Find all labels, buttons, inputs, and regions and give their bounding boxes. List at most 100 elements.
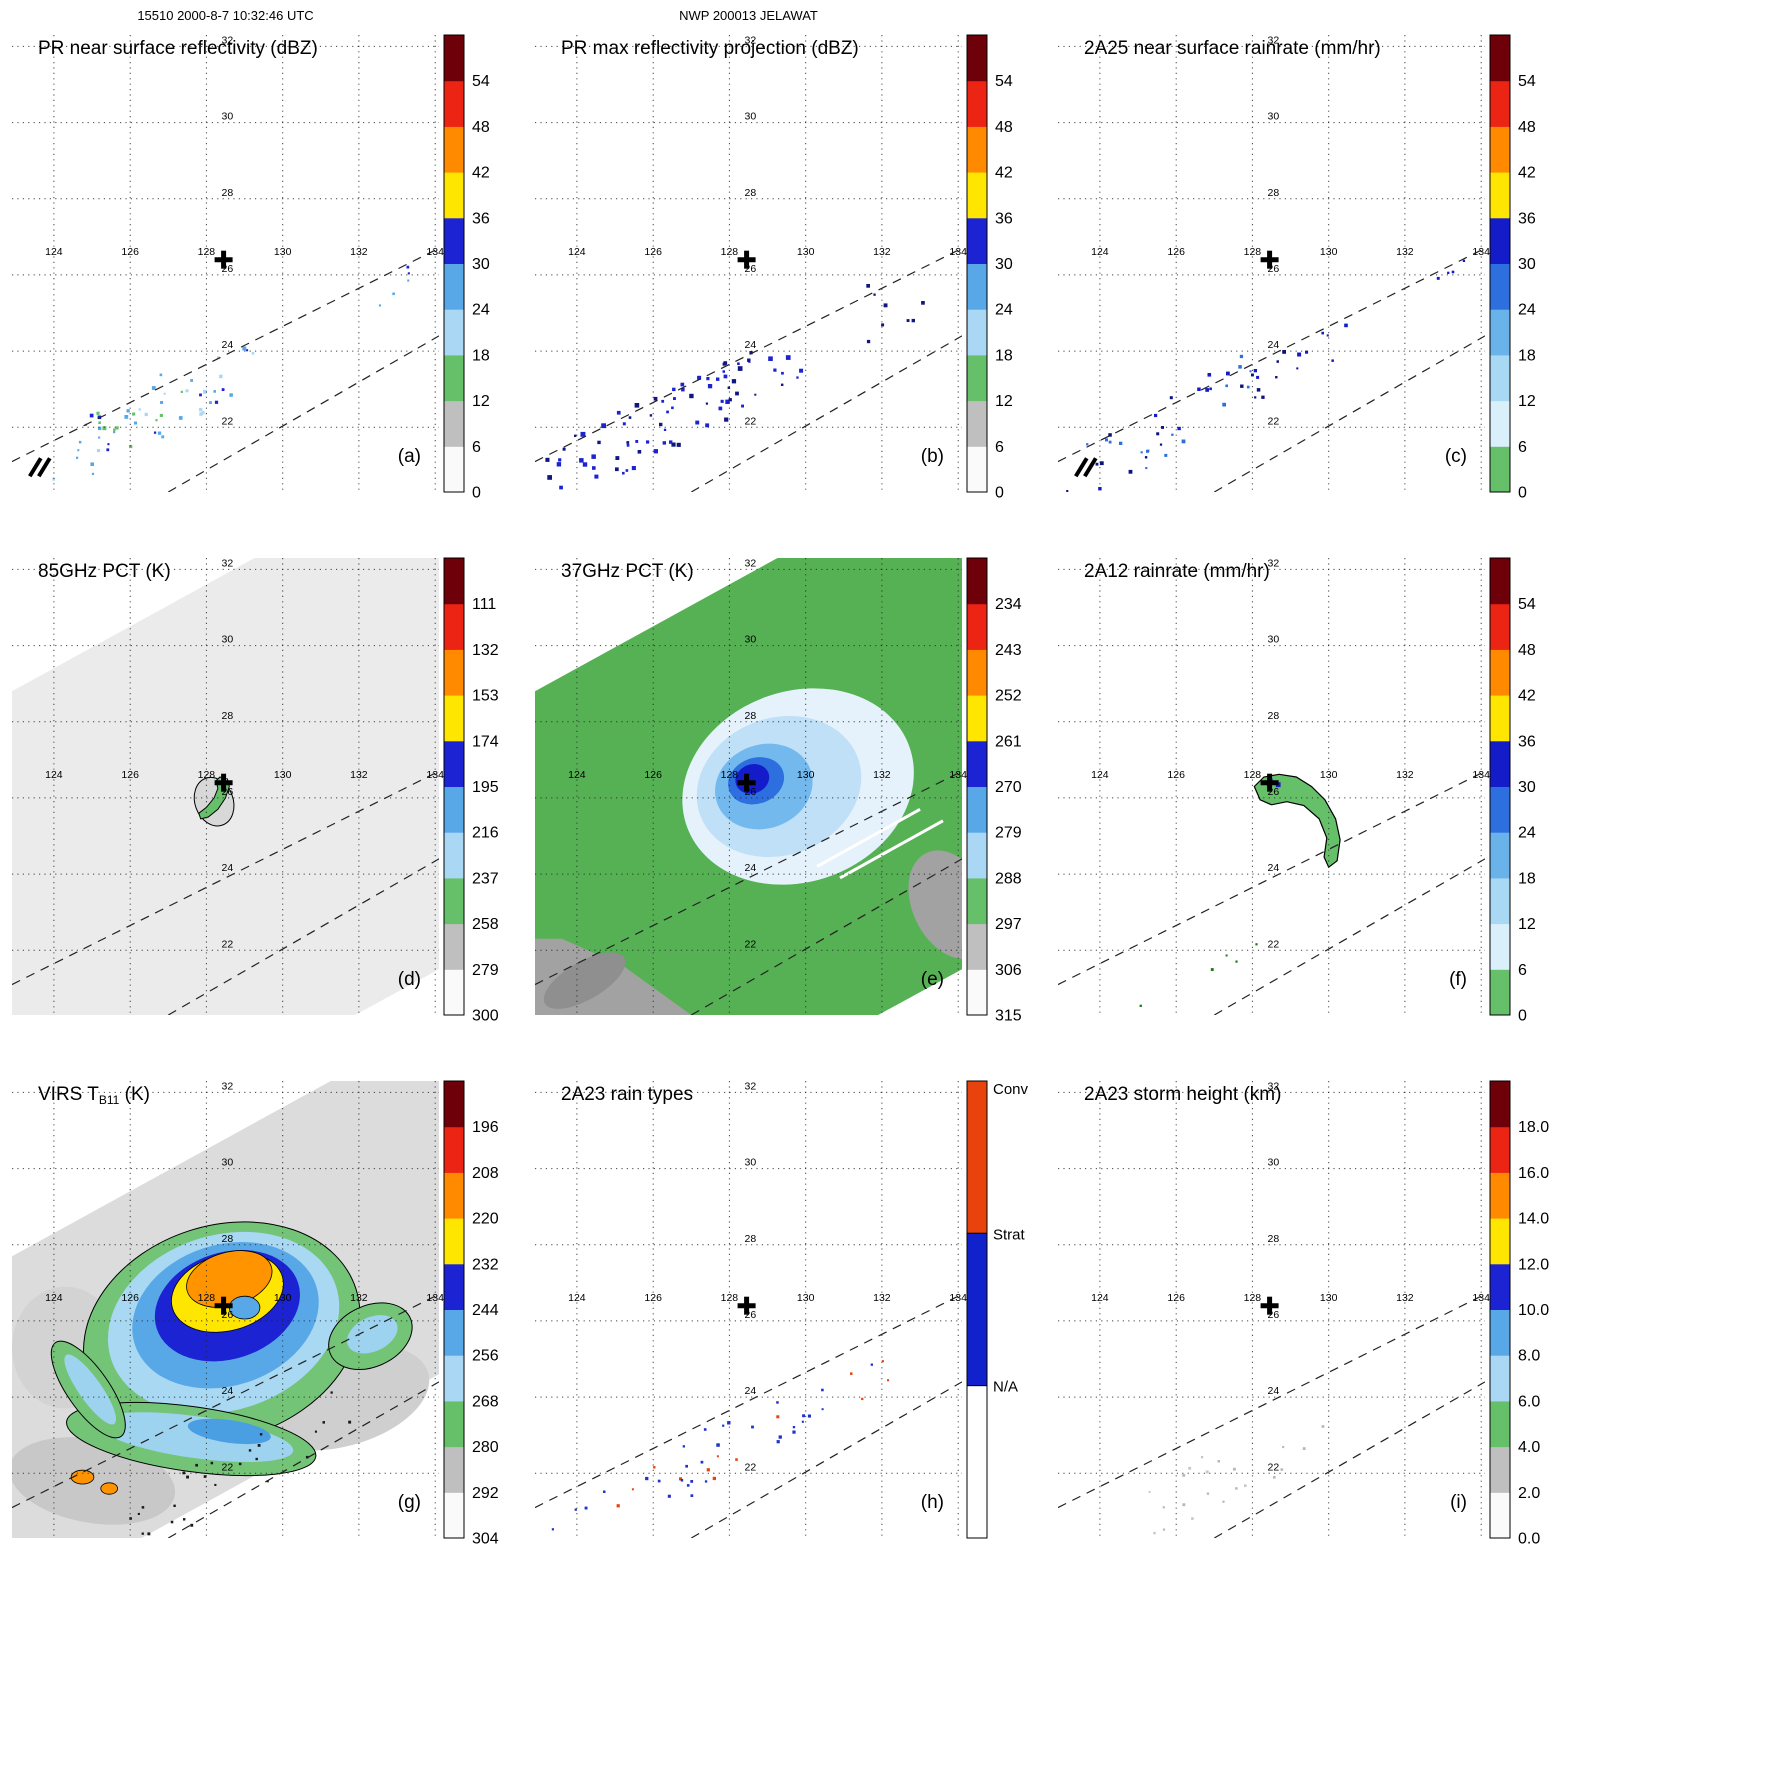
colorbar-segment <box>1490 923 1510 970</box>
colorbar-segment <box>444 923 464 970</box>
colorbar-segment <box>444 217 464 264</box>
lon-label: 128 <box>198 246 216 258</box>
lat-label: 32 <box>222 557 234 569</box>
lat-label: 22 <box>1268 1461 1280 1473</box>
storm-center-cross <box>214 250 233 269</box>
colorbar-segment <box>1490 263 1510 310</box>
scatter-cluster <box>850 1360 890 1401</box>
lon-label: 132 <box>1396 769 1414 781</box>
lat-label: 28 <box>745 187 757 199</box>
colorbar-tick: 270 <box>995 779 1022 796</box>
lon-label: 130 <box>797 1292 815 1304</box>
lat-label: 22 <box>1268 415 1280 427</box>
lat-label: 24 <box>1268 339 1280 351</box>
lon-label: 134 <box>426 1292 444 1304</box>
panel-title-b: PR max reflectivity projection (dBZ) <box>561 38 859 59</box>
colorbar-tick: 36 <box>1518 733 1536 750</box>
colorbar-tick: 10.0 <box>1518 1302 1549 1319</box>
colorbar-tick: 174 <box>472 733 499 750</box>
colorbar-tick: 14.0 <box>1518 1211 1549 1228</box>
panel-title-a: PR near surface reflectivity (dBZ) <box>38 38 318 59</box>
grid-labels: 22 24 26 28 30 32 124 126 128 130 132 134 <box>568 1080 967 1473</box>
latlon-grid <box>535 35 962 492</box>
colorbar-label: Conv <box>993 1081 1029 1098</box>
colorbar-tick: 24 <box>995 302 1013 319</box>
colorbar-tick: 24 <box>1518 825 1536 842</box>
colorbar-tick: 18 <box>995 347 1013 364</box>
lon-label: 130 <box>797 769 815 781</box>
lon-label: 126 <box>121 769 139 781</box>
lon-label: 128 <box>1244 1292 1262 1304</box>
colorbar-tick: 288 <box>995 870 1022 887</box>
colorbar-c: 54 48 42 36 30 24 18 12 6 0 <box>1489 34 1536 502</box>
colorbar-segment <box>1490 1309 1510 1356</box>
panel-i: 22 24 26 28 30 32 124 126 128 130 132 134 2A23 storm… <box>1058 1080 1549 1548</box>
colorbar-tick: 36 <box>472 210 490 227</box>
colorbar-b: 54 48 42 36 30 24 18 12 6 0 <box>966 34 1013 502</box>
colorbar-segment <box>1490 172 1510 219</box>
colorbar-tick: 315 <box>995 1008 1022 1025</box>
colorbar-segment <box>444 172 464 219</box>
colorbar-segment <box>444 1309 464 1356</box>
colorbar-tick: 36 <box>995 210 1013 227</box>
lat-label: 26 <box>1268 263 1280 275</box>
lat-label: 22 <box>745 415 757 427</box>
missing-data-stripe <box>816 808 921 868</box>
lon-label: 126 <box>644 246 662 258</box>
lat-label: 28 <box>222 187 234 199</box>
colorbar-tick: 30 <box>1518 779 1536 796</box>
panel-letter-d: (d) <box>398 969 421 990</box>
panel-title-e: 37GHz PCT (K) <box>561 561 694 582</box>
scatter-cluster <box>705 351 804 428</box>
lat-label: 24 <box>745 1385 757 1397</box>
lat-label: 30 <box>745 111 757 123</box>
colorbar-segment <box>444 80 464 127</box>
lon-label: 126 <box>644 1292 662 1304</box>
colorbar-tick: 8.0 <box>1518 1348 1540 1365</box>
colorbar-tick: 153 <box>472 688 499 705</box>
colorbar-tick: 12 <box>472 393 490 410</box>
colorbar-segment <box>444 786 464 833</box>
lon-label: 132 <box>350 769 368 781</box>
lat-label: 26 <box>745 786 757 798</box>
colorbar-d: 111 132 153 174 195 216 237 258 279 300 <box>443 557 499 1025</box>
colorbar-tick: 30 <box>995 256 1013 273</box>
colorbar-segment <box>967 217 987 264</box>
lon-label: 128 <box>198 769 216 781</box>
colorbar-tick: 6 <box>1518 439 1527 456</box>
data-blob <box>96 1412 294 1462</box>
grid-labels: 22 24 26 28 30 32 124 126 128 130 132 134 <box>1091 34 1490 427</box>
colorbar-tick: 48 <box>472 119 490 136</box>
pr-swath-edges <box>535 1293 962 1538</box>
lat-label: 24 <box>222 862 234 874</box>
colorbar-tick: 12 <box>995 393 1013 410</box>
colorbar-tick: 258 <box>472 916 499 933</box>
colorbar-tick: 18 <box>472 347 490 364</box>
colorbar-segment <box>967 695 987 742</box>
colorbar-tick: 268 <box>472 1393 499 1410</box>
panel-title-c: 2A25 near surface rainrate (mm/hr) <box>1084 38 1381 59</box>
colorbar-frame <box>1489 557 1511 1016</box>
scan-timestamp: 15510 2000-8-7 10:32:46 UTC <box>137 8 314 23</box>
scatter-cluster <box>378 265 410 307</box>
colorbar-tick: 0 <box>995 485 1004 502</box>
colorbar-segment <box>967 877 987 925</box>
lat-label: 26 <box>745 1309 757 1321</box>
colorbar-segment <box>967 172 987 219</box>
scatter-cluster <box>551 1424 725 1531</box>
colorbar-tick: 244 <box>472 1302 499 1319</box>
colorbar-frame <box>443 34 465 493</box>
colorbar-segment <box>1490 969 1510 1016</box>
colorbar-tick: 54 <box>1518 596 1536 613</box>
colorbar-label: N/A <box>993 1379 1018 1396</box>
lon-label: 128 <box>1244 769 1262 781</box>
pr-swath-edges <box>1058 1293 1485 1538</box>
colorbar-segment <box>444 832 464 879</box>
colorbar-tick: 42 <box>1518 165 1536 182</box>
colorbar-segment <box>444 1263 464 1310</box>
colorbar-i: 18.0 16.0 14.0 12.0 10.0 8.0 6.0 4.0 2.0 0.0 <box>1489 1080 1549 1548</box>
lon-label: 134 <box>1472 1292 1490 1304</box>
colorbar-segment <box>1490 1400 1510 1448</box>
lon-label: 126 <box>644 769 662 781</box>
data-layer <box>545 284 925 490</box>
